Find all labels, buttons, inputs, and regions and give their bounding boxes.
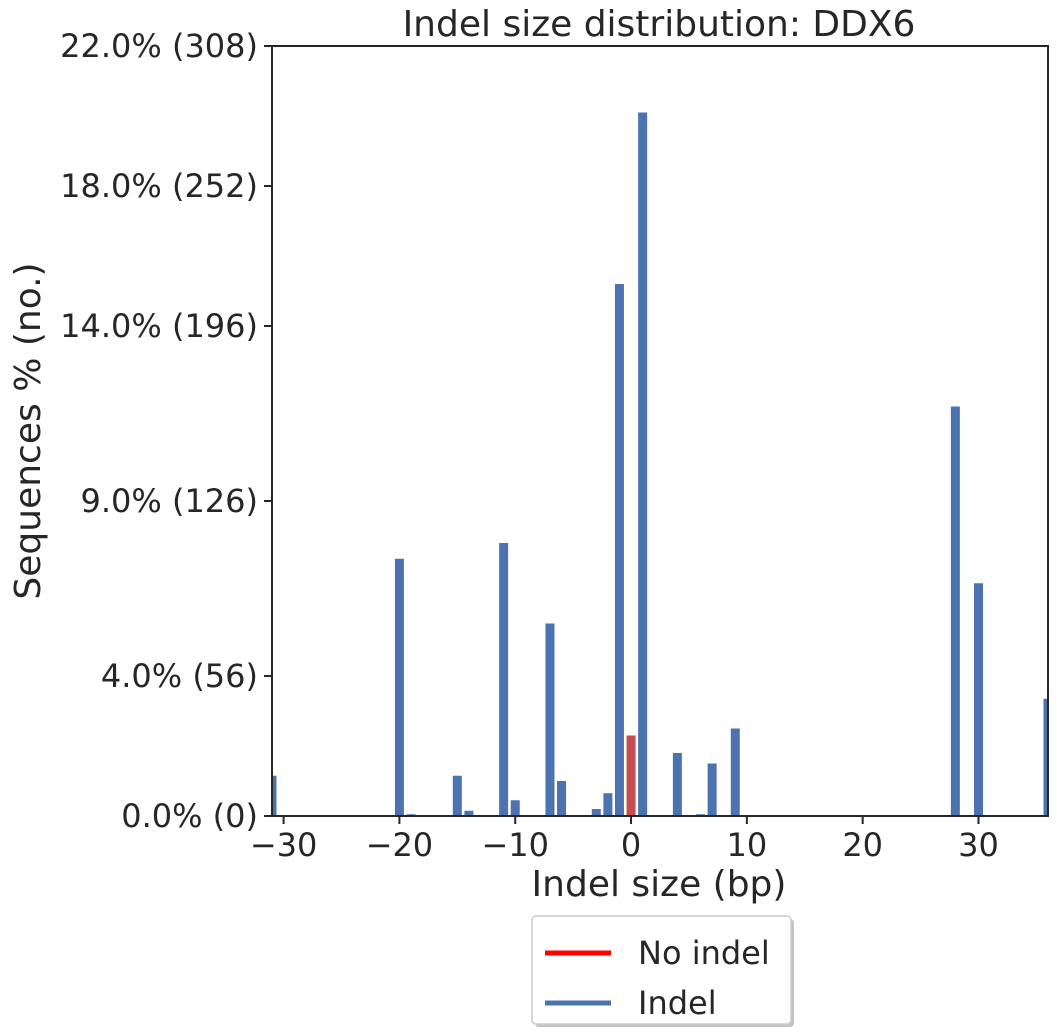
bar-indel xyxy=(272,775,277,816)
bar-indel xyxy=(591,809,601,816)
bar-indel xyxy=(603,793,613,816)
y-tick-label: 0.0% (0) xyxy=(121,797,258,835)
bar-indel xyxy=(1043,698,1048,816)
bar-indel xyxy=(545,623,555,816)
bar-indel xyxy=(638,112,648,816)
bar-indel xyxy=(499,543,509,816)
legend: No indel Indel xyxy=(531,915,794,1027)
bar-no-indel xyxy=(626,735,636,816)
y-axis-ticks: 0.0% (0) 4.0% (56) 9.0% (126) 14.0% (196) 18… xyxy=(60,27,272,835)
bar-indel xyxy=(707,763,717,816)
bar-indel xyxy=(452,775,462,816)
x-tick-label: −10 xyxy=(481,826,549,864)
y-tick-label: 22.0% (308) xyxy=(60,27,258,65)
bar-indel xyxy=(614,284,624,816)
chart-title: Indel size distribution: DDX6 xyxy=(403,4,916,45)
plot-frame xyxy=(271,45,1049,817)
y-tick-label: 14.0% (196) xyxy=(60,307,258,345)
legend-box xyxy=(531,915,792,1025)
x-tick-label: 30 xyxy=(958,826,999,864)
y-tick-label: 9.0% (126) xyxy=(80,482,258,520)
bar-indel xyxy=(510,800,520,816)
x-axis-label: Indel size (bp) xyxy=(532,864,787,905)
legend-label-indel: Indel xyxy=(638,984,717,1022)
bar-indel xyxy=(557,781,567,816)
bar-indel xyxy=(730,728,740,816)
bar-indel xyxy=(464,810,474,816)
x-axis-ticks: −30 −20 −10 0 10 20 30 xyxy=(250,816,999,864)
x-tick-label: −20 xyxy=(366,826,434,864)
bar-indel xyxy=(950,406,960,816)
bar-indel xyxy=(974,583,984,816)
bars xyxy=(272,112,1048,816)
y-tick-label: 4.0% (56) xyxy=(101,657,258,695)
y-axis-label: Sequences % (no.) xyxy=(8,262,49,599)
legend-label-no-indel: No indel xyxy=(638,934,770,972)
bar-indel xyxy=(394,558,404,816)
bar-indel xyxy=(672,753,682,816)
legend-entries: No indel Indel xyxy=(545,934,770,1022)
x-tick-label: −30 xyxy=(250,826,318,864)
x-tick-label: 20 xyxy=(842,826,883,864)
x-tick-label: 10 xyxy=(727,826,768,864)
y-tick-label: 18.0% (252) xyxy=(60,167,258,205)
x-tick-label: 0 xyxy=(621,826,641,864)
